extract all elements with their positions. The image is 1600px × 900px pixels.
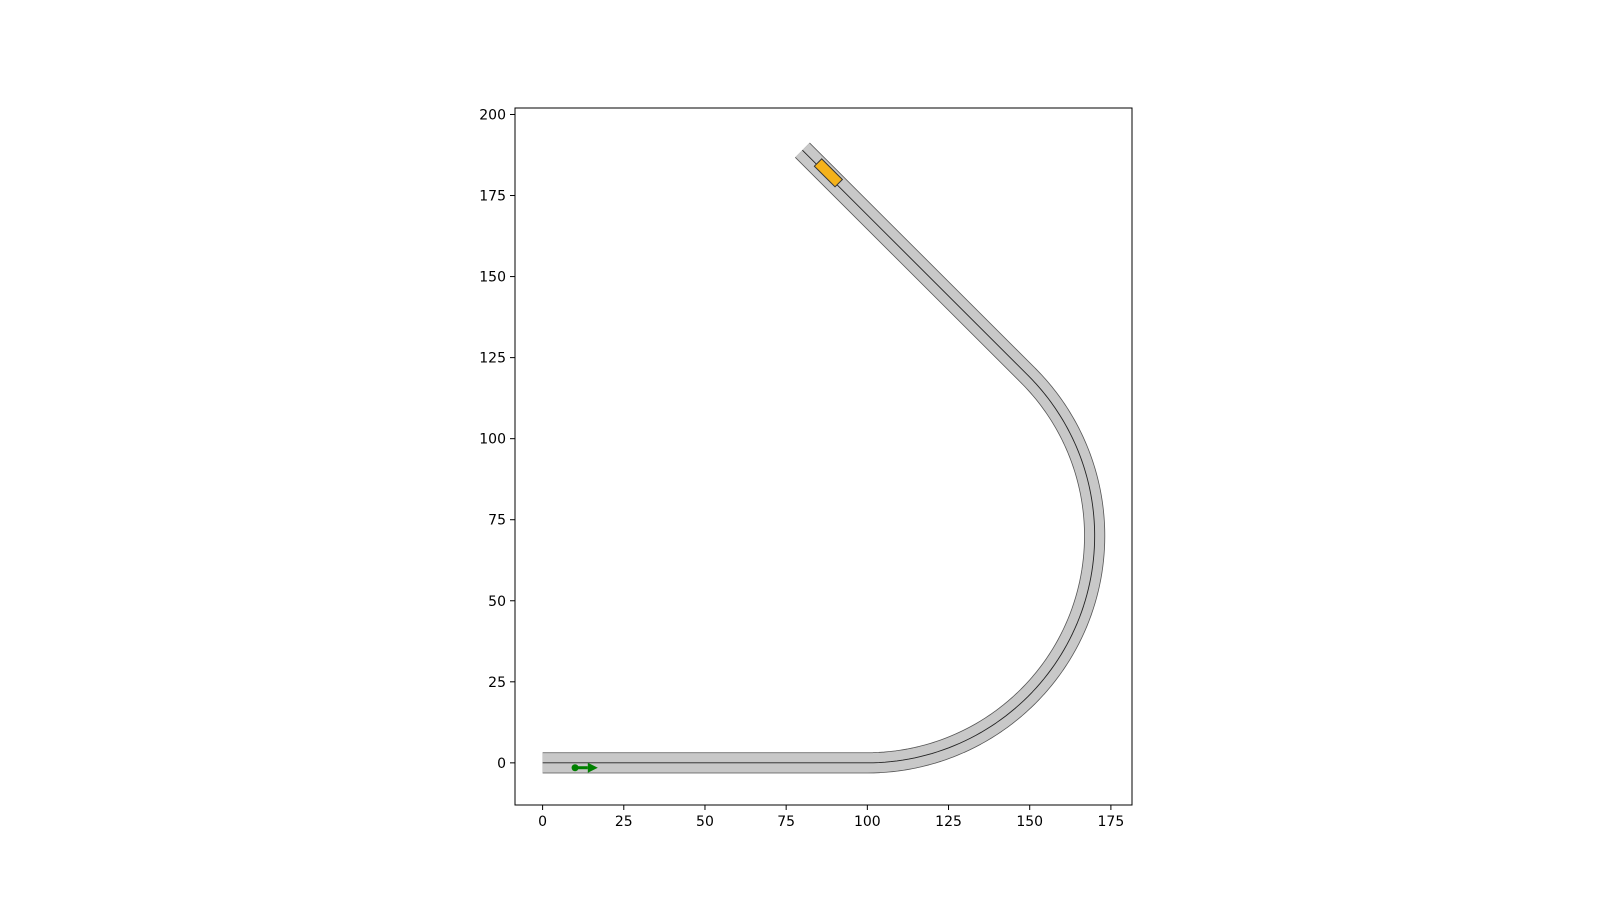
y-tick-label: 0 [497,756,506,772]
x-axis: 0 25 50 75 100 125 150 175 [538,805,1124,830]
ego-heading-arrow-head [587,762,598,773]
y-tick-label: 100 [479,432,506,448]
y-tick-label: 200 [479,107,506,123]
y-axis: 0 25 50 75 100 125 150 175 200 [479,107,515,772]
x-tick-label: 75 [777,814,795,830]
axes-frame [514,107,1133,806]
road-layer [542,142,1106,774]
x-tick-label: 125 [935,814,962,830]
y-tick-label: 150 [479,270,506,286]
x-tick-label: 100 [854,814,881,830]
y-tick-label: 25 [488,675,506,691]
markers-layer [571,158,844,773]
x-tick-label: 25 [615,814,633,830]
x-tick-label: 175 [1098,814,1125,830]
y-tick-label: 75 [488,513,506,529]
y-tick-label: 50 [488,594,506,610]
road-surface [542,143,1105,773]
obstacle-vehicle [813,158,844,188]
x-tick-label: 50 [696,814,714,830]
y-tick-label: 175 [479,189,506,205]
road-centerline [542,149,1096,764]
y-tick-label: 125 [479,351,506,367]
x-tick-label: 0 [538,814,547,830]
x-tick-label: 150 [1016,814,1043,830]
road-edge [542,142,1106,774]
